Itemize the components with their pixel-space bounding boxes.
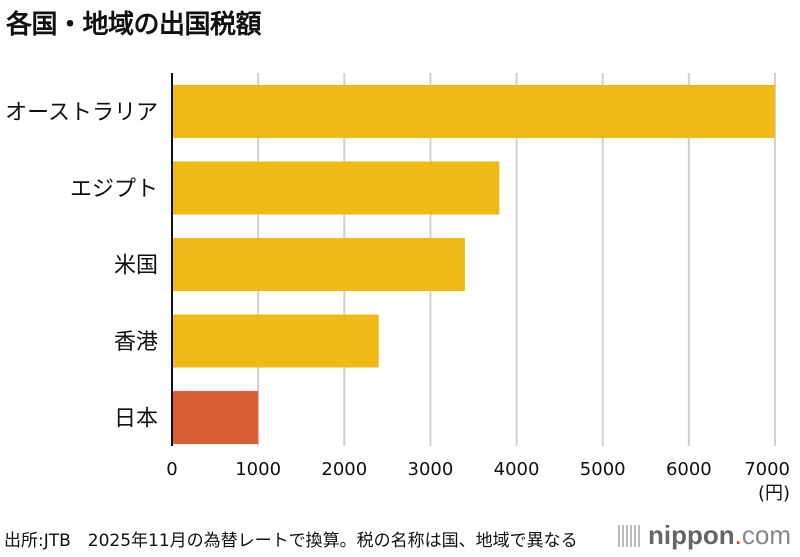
bar-2: [172, 161, 500, 215]
x-tick-label: 7000: [744, 459, 790, 480]
category-label: オーストラリア: [5, 101, 158, 126]
logo-dot: .: [734, 520, 742, 550]
logo-tld: com: [741, 520, 791, 550]
nippon-logo: nippon.com: [618, 520, 791, 551]
logo-icon: [618, 525, 640, 547]
category-label: 日本: [114, 407, 158, 432]
category-label: 香港: [114, 330, 158, 355]
bar-chart: 0 1000 2000 3000 4000 5000 6000 7000 (円) オーストラリアエ…: [5, 73, 790, 504]
x-tick-label: 3000: [408, 459, 454, 480]
logo-name: nippon: [648, 520, 735, 550]
bar-4: [172, 314, 379, 368]
source-note: 出所:JTB 2025年11月の為替レートで換算。税の名称は国、地域で異なる: [4, 531, 578, 551]
x-axis-unit: (円): [758, 483, 790, 504]
x-tick-label: 4000: [494, 459, 540, 480]
x-tick-label: 6000: [666, 459, 712, 480]
x-tick-label: 1000: [235, 459, 281, 480]
category-label: 米国: [114, 254, 158, 279]
x-tick-label: 0: [166, 459, 177, 480]
x-tick-label: 5000: [580, 459, 626, 480]
bar-5: [172, 391, 259, 444]
bar-3: [172, 238, 465, 291]
chart-title: 各国・地域の出国税額: [6, 10, 262, 40]
x-tick-label: 2000: [321, 459, 367, 480]
bar-1: [172, 85, 775, 138]
category-label: エジプト: [70, 177, 158, 202]
